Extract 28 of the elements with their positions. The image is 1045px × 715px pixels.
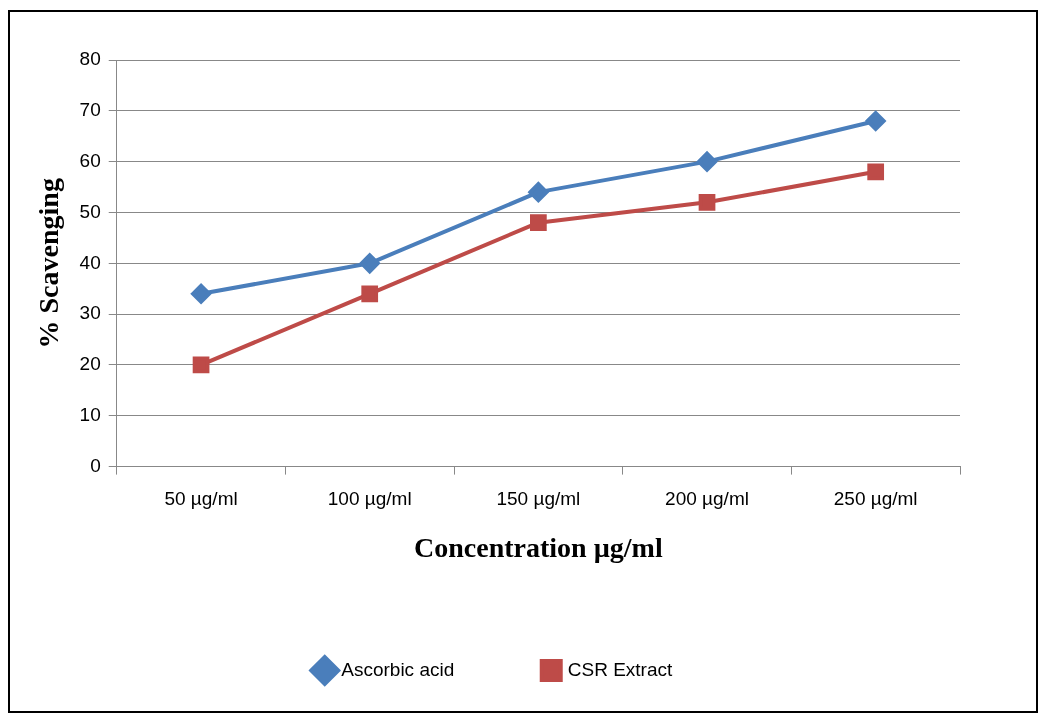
point	[191, 283, 212, 304]
legend-label: CSR Extract	[567, 658, 673, 680]
x-tick-label: 150 µg/ml	[496, 488, 581, 510]
point	[698, 193, 716, 211]
point	[528, 182, 549, 203]
point	[192, 356, 210, 374]
y-tick-label: 10	[79, 404, 101, 426]
x-tick-label: 100 µg/ml	[327, 488, 412, 510]
x-tick-label: 250 µg/ml	[833, 488, 918, 510]
y-tick-label: 30	[79, 302, 101, 324]
legend-label: Ascorbic acid	[341, 658, 455, 680]
x-axis-title: Concentration µg/ml	[414, 532, 663, 564]
y-tick-label: 40	[79, 251, 101, 273]
point	[359, 253, 380, 274]
y-tick-label: 0	[90, 454, 101, 476]
y-tick-label: 70	[79, 99, 101, 121]
x-tick-label: 200 µg/ml	[665, 488, 749, 510]
point	[361, 285, 379, 303]
y-tick-label: 50	[79, 200, 101, 222]
y-tick-label: 20	[79, 353, 101, 375]
point	[865, 110, 886, 131]
y-tick-label: 80	[79, 48, 101, 70]
y-tick-label: 60	[79, 149, 101, 171]
point	[530, 214, 547, 231]
y-axis-title: % Scavenging	[33, 178, 65, 349]
point	[867, 163, 885, 181]
x-tick-label: 50 µg/ml	[164, 488, 238, 510]
point	[697, 151, 718, 172]
